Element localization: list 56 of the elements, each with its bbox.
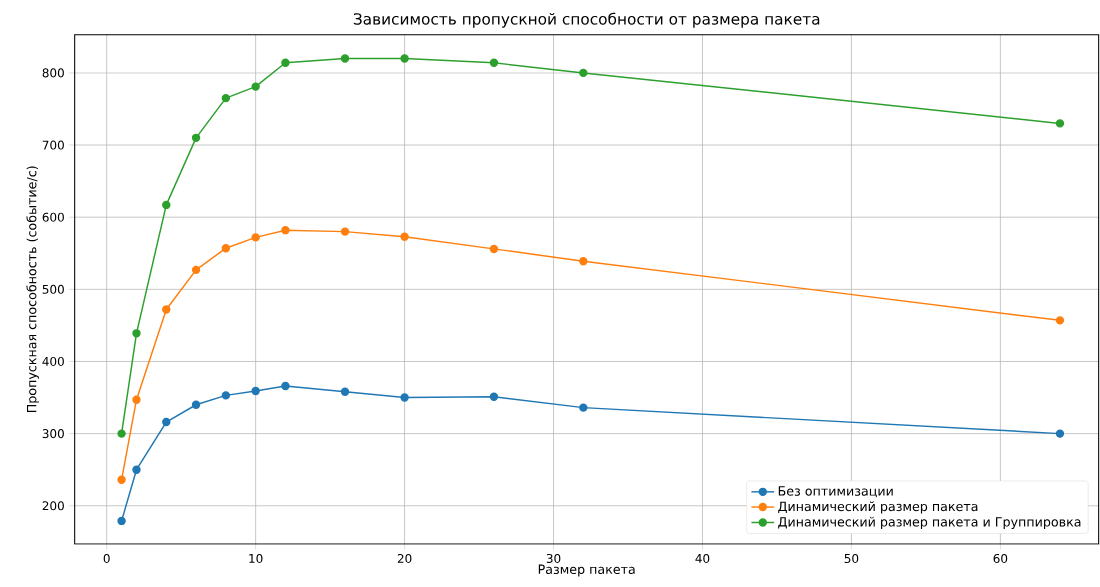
- point: [1055, 119, 1065, 128]
- y-tick-label: 600: [42, 212, 64, 222]
- point: [132, 465, 141, 475]
- point: [489, 392, 499, 402]
- point: [132, 395, 141, 405]
- point: [162, 200, 171, 210]
- x-tick-label: 20: [397, 554, 412, 564]
- point: [251, 387, 260, 396]
- point: [117, 516, 126, 526]
- y-tick-label: 200: [42, 501, 64, 511]
- x-axis-title: Размер пакета: [538, 564, 635, 577]
- x-tick-label: 40: [695, 554, 710, 564]
- point: [117, 475, 126, 485]
- point: [579, 257, 588, 266]
- point: [221, 94, 231, 103]
- point: [400, 393, 409, 402]
- point: [117, 429, 126, 438]
- x-tick-label: 10: [249, 554, 263, 564]
- y-axis-title: Пропускная способность (событие/с): [26, 166, 39, 413]
- point: [400, 232, 409, 242]
- point: [162, 418, 171, 427]
- y-tick-label: 500: [42, 284, 64, 295]
- point: [489, 244, 499, 254]
- x-tick-label: 50: [844, 554, 859, 564]
- point: [400, 54, 409, 63]
- chart-title: Зависимость пропускной способности от размера пакета: [353, 12, 820, 28]
- point: [579, 403, 588, 413]
- legend-label: Без оптимизации: [778, 486, 893, 498]
- y-tick-label: 300: [42, 429, 64, 439]
- x-tick-label: 60: [993, 554, 1008, 564]
- point: [191, 133, 201, 143]
- point: [221, 244, 231, 253]
- point: [132, 329, 141, 338]
- point: [191, 265, 201, 275]
- point: [1055, 429, 1065, 438]
- y-tick-label: 400: [42, 357, 64, 367]
- legend-label: Динамический размер пакета и Группировка: [778, 516, 1081, 530]
- point: [281, 226, 290, 235]
- legend-label: Динамический размер пакета: [778, 501, 978, 514]
- point: [191, 400, 201, 410]
- point: [251, 233, 260, 242]
- point: [340, 227, 350, 236]
- point: [221, 391, 231, 400]
- y-tick-label: 800: [42, 68, 64, 78]
- point: [251, 82, 260, 91]
- y-tick-label: 700: [42, 140, 64, 150]
- x-tick-label: 30: [546, 554, 561, 564]
- point: [340, 387, 350, 397]
- point: [162, 305, 171, 314]
- point: [579, 68, 588, 78]
- point: [1055, 316, 1065, 325]
- point: [281, 58, 290, 68]
- x-tick-label: 0: [103, 554, 110, 564]
- point: [340, 54, 350, 63]
- point: [281, 381, 290, 391]
- point: [489, 58, 499, 68]
